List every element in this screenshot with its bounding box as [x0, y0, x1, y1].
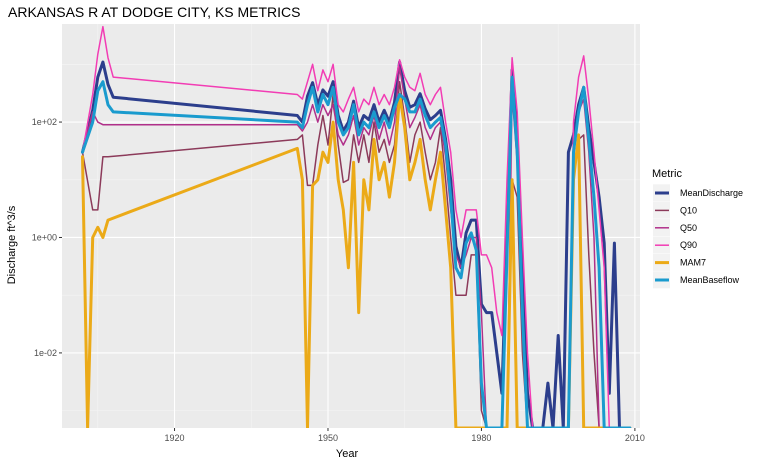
x-tick-label: 1980: [471, 433, 491, 443]
chart-title: ARKANSAS R AT DODGE CITY, KS METRICS: [8, 4, 301, 20]
legend-label-meandischarge: MeanDischarge: [680, 188, 743, 198]
x-axis-title: Year: [336, 448, 359, 460]
legend: Metric MeanDischarge Q10 Q50 Q90 MAM7 MeanBas…: [652, 168, 743, 289]
legend-label-q90: Q90: [680, 240, 697, 250]
y-tick-label: 1e+00: [32, 232, 57, 242]
series-layer: [81, 25, 632, 428]
legend-label-meanbaseflow: MeanBaseflow: [680, 275, 740, 285]
y-axis-title: Discharge ft^3/s: [6, 205, 18, 284]
y-tick-label: 1e-02: [34, 348, 57, 358]
legend-label-mam7: MAM7: [680, 258, 706, 268]
x-tick-label: 2010: [625, 433, 645, 443]
series-line-meanbaseflow: [81, 75, 632, 428]
x-tick-label: 1950: [318, 433, 338, 443]
legend-title: Metric: [652, 168, 682, 180]
series-line-mam7: [81, 93, 632, 428]
series-line-q90: [81, 25, 631, 428]
legend-label-q50: Q50: [680, 223, 697, 233]
legend-label-q10: Q10: [680, 205, 697, 215]
x-tick-label: 1920: [165, 433, 185, 443]
axes: 1920 1950 1980 2010 1e-02 1e+00 1e+02: [32, 117, 645, 443]
y-tick-label: 1e+02: [32, 117, 57, 127]
